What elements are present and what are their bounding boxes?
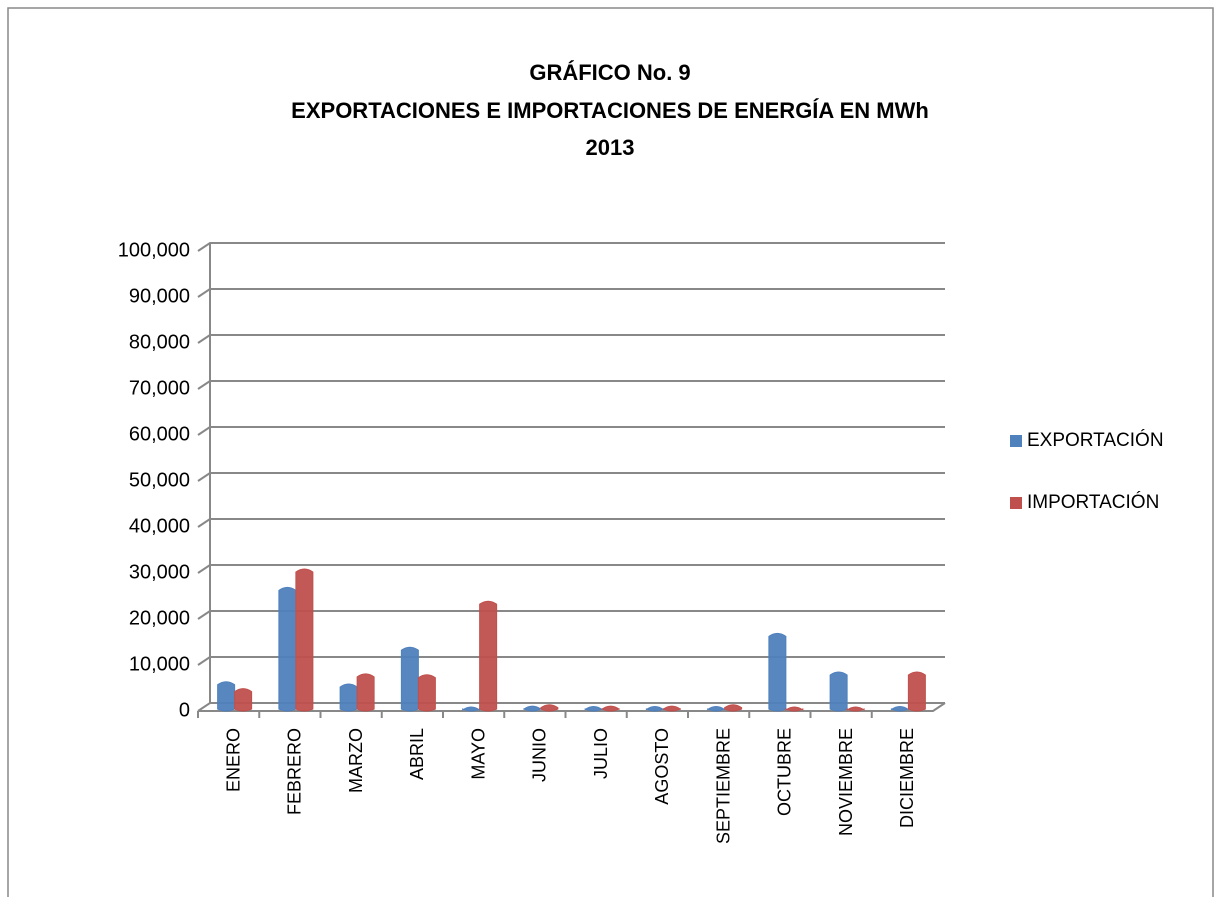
bar (846, 706, 865, 712)
grid-line (197, 656, 945, 666)
x-tick-label: SEPTIEMBRE (713, 728, 733, 844)
x-tick-label: MAYO (468, 728, 488, 780)
bar (829, 671, 848, 712)
legend-swatch (1010, 497, 1022, 509)
legend-label: EXPORTACIÓN (1027, 429, 1164, 451)
grid-line (197, 472, 945, 482)
x-tick-label: MARZO (346, 728, 366, 793)
grid-line (197, 702, 945, 712)
y-tick-label: 70,000 (129, 377, 190, 399)
bar (785, 706, 804, 712)
y-tick-label: 50,000 (129, 469, 190, 491)
bar (356, 673, 375, 712)
chart-title: EXPORTACIONES E IMPORTACIONES DE ENERGÍA… (291, 98, 929, 123)
grid-line (197, 242, 945, 252)
bar (768, 632, 787, 712)
y-tick-label: 90,000 (129, 285, 190, 307)
bar (724, 704, 743, 712)
chart-title: 2013 (586, 135, 635, 160)
bar (479, 600, 498, 712)
x-tick-label: NOVIEMBRE (836, 728, 856, 836)
y-tick-label: 80,000 (129, 331, 190, 353)
bar (234, 688, 253, 712)
bar (278, 586, 297, 712)
bar (540, 704, 559, 712)
x-tick-label: JUNIO (530, 728, 550, 782)
chart-title: GRÁFICO No. 9 (529, 60, 690, 85)
y-tick-label: 10,000 (129, 653, 190, 675)
x-tick-label: AGOSTO (652, 728, 672, 805)
x-tick-label: ABRIL (407, 728, 427, 780)
grid-line (197, 380, 945, 390)
grid-line (197, 426, 945, 436)
bar (295, 568, 314, 712)
bar (417, 674, 436, 712)
x-tick-label: FEBRERO (285, 728, 305, 815)
chart-border (7, 7, 1214, 897)
bar (217, 681, 236, 712)
bar (662, 705, 681, 712)
grid-line (197, 288, 945, 298)
x-tick-label: OCTUBRE (775, 728, 795, 816)
legend-swatch (1010, 435, 1022, 447)
y-tick-label: 0 (179, 699, 190, 721)
legend-label: IMPORTACIÓN (1027, 491, 1159, 513)
y-tick-label: 30,000 (129, 561, 190, 583)
bar (400, 646, 419, 712)
y-tick-label: 60,000 (129, 423, 190, 445)
x-tick-label: DICIEMBRE (897, 728, 917, 828)
bar (339, 683, 358, 712)
y-tick-label: 40,000 (129, 515, 190, 537)
x-tick-label: JULIO (591, 728, 611, 779)
bar (601, 705, 620, 712)
y-tick-label: 20,000 (129, 607, 190, 629)
y-tick-label: 100,000 (118, 239, 190, 261)
grid-line (197, 334, 945, 344)
grid-line (197, 564, 945, 574)
bar (462, 706, 481, 712)
grid-line (197, 610, 945, 620)
grid-line (197, 518, 945, 528)
bar (907, 671, 926, 712)
x-tick-label: ENERO (223, 728, 243, 792)
